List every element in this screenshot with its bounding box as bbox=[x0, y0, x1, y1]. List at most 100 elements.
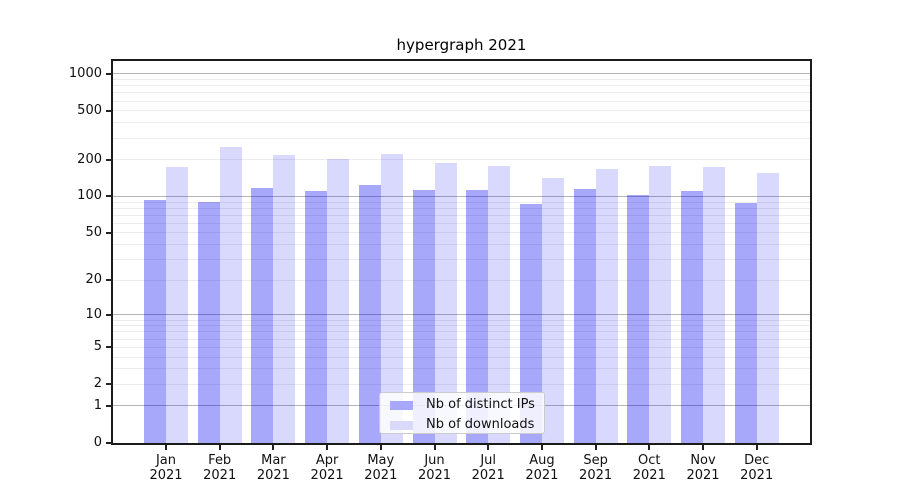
y-tick-mark bbox=[106, 158, 112, 161]
y-tick-label: 2 bbox=[93, 376, 102, 392]
gridline-minor bbox=[113, 325, 810, 327]
bar-distinct-ips-oct bbox=[627, 194, 650, 443]
x-tick-label-dec: Dec 2021 bbox=[740, 453, 774, 483]
gridline-minor bbox=[113, 110, 810, 112]
bar-distinct-ips-dec bbox=[734, 202, 757, 443]
x-tick-mark bbox=[165, 445, 167, 450]
gridline-minor bbox=[113, 331, 810, 333]
gridline-minor bbox=[113, 214, 810, 216]
y-tick-label: 0 bbox=[93, 435, 102, 450]
bar-distinct-ips-apr bbox=[305, 191, 328, 443]
bar-distinct-ips-sep bbox=[573, 189, 596, 443]
gridline-major bbox=[113, 314, 810, 316]
y-tick-mark bbox=[106, 72, 112, 75]
x-tick-label-oct: Oct 2021 bbox=[632, 453, 666, 483]
x-tick-mark bbox=[648, 445, 651, 450]
x-tick-mark bbox=[379, 445, 382, 450]
gridline-minor bbox=[113, 383, 810, 385]
bar-distinct-ips-jun bbox=[412, 189, 435, 443]
chart-title: hypergraph 2021 bbox=[396, 36, 527, 54]
x-tick-label-aug: Aug 2021 bbox=[525, 453, 559, 483]
bar-distinct-ips-jan bbox=[144, 199, 166, 443]
x-tick-label-may: May 2021 bbox=[364, 453, 398, 483]
x-tick-mark bbox=[326, 445, 329, 450]
y-tick-mark bbox=[106, 195, 112, 198]
y-tick-mark bbox=[106, 404, 112, 407]
x-tick-label-jun: Jun 2021 bbox=[417, 453, 452, 483]
y-tick-label: 10 bbox=[85, 306, 102, 322]
gridline-minor bbox=[113, 368, 810, 370]
x-tick-mark bbox=[218, 445, 221, 450]
y-tick-label: 50 bbox=[85, 224, 102, 240]
x-tick-label-sep: Sep 2021 bbox=[579, 453, 613, 483]
bar-downloads-jul bbox=[488, 165, 511, 443]
gridline-minor bbox=[113, 319, 810, 321]
gridline-minor bbox=[113, 92, 810, 94]
bar-downloads-feb bbox=[219, 147, 242, 443]
bar-downloads-jan bbox=[166, 167, 188, 443]
gridline-minor bbox=[113, 79, 810, 81]
y-tick-mark bbox=[106, 279, 112, 282]
y-tick-label: 200 bbox=[77, 151, 102, 167]
x-tick-mark bbox=[594, 445, 597, 450]
x-tick-mark bbox=[433, 445, 436, 450]
gridline-minor bbox=[113, 207, 810, 209]
x-tick-label-mar: Mar 2021 bbox=[256, 453, 290, 483]
legend-swatch-distinct-ips bbox=[390, 401, 413, 410]
legend-swatch-downloads bbox=[390, 421, 413, 430]
x-tick-label-jul: Jul 2021 bbox=[471, 453, 505, 483]
bar-downloads-mar bbox=[273, 154, 296, 443]
gridline-minor bbox=[113, 279, 810, 281]
y-tick-mark bbox=[106, 383, 112, 386]
bar-distinct-ips-mar bbox=[251, 187, 274, 443]
y-tick-mark bbox=[106, 313, 112, 316]
gridline-minor bbox=[113, 338, 810, 340]
bar-downloads-oct bbox=[649, 166, 672, 443]
gridline-minor bbox=[113, 201, 810, 203]
y-tick-label: 20 bbox=[85, 272, 102, 288]
x-tick-label-jan: Jan 2021 bbox=[149, 453, 183, 483]
bar-downloads-dec bbox=[756, 173, 779, 443]
bar-distinct-ips-nov bbox=[681, 191, 703, 443]
gridline-minor bbox=[113, 356, 810, 358]
x-tick-mark bbox=[540, 445, 543, 450]
bar-downloads-jun bbox=[434, 162, 457, 443]
gridline-minor bbox=[113, 244, 810, 246]
bar-distinct-ips-aug bbox=[519, 204, 542, 443]
gridline-major bbox=[113, 195, 810, 197]
y-tick-label: 100 bbox=[77, 188, 102, 204]
y-tick-mark bbox=[106, 231, 112, 234]
y-tick-mark bbox=[106, 442, 112, 444]
bar-downloads-sep bbox=[595, 168, 618, 443]
y-tick-label: 1 bbox=[93, 397, 102, 413]
gridline-minor bbox=[113, 232, 810, 234]
plot-area: Nb of distinct IPs Nb of downloads bbox=[111, 59, 812, 445]
gridline-minor bbox=[113, 122, 810, 124]
legend-label-distinct-ips: Nb of distinct IPs bbox=[426, 397, 535, 412]
x-tick-label-apr: Apr 2021 bbox=[310, 453, 344, 483]
y-tick-label: 5 bbox=[93, 339, 102, 355]
gridline-major bbox=[113, 73, 810, 75]
gridline-minor bbox=[113, 137, 810, 139]
bar-distinct-ips-jul bbox=[466, 190, 489, 443]
gridline-minor bbox=[113, 222, 810, 224]
x-tick-label-nov: Nov 2021 bbox=[686, 453, 720, 483]
x-tick-mark bbox=[272, 445, 275, 450]
gridline-minor bbox=[113, 159, 810, 161]
gridline-minor bbox=[113, 346, 810, 348]
y-tick-label: 1000 bbox=[68, 65, 102, 81]
y-tick-mark bbox=[106, 346, 112, 349]
x-tick-mark bbox=[487, 445, 490, 450]
bar-distinct-ips-feb bbox=[197, 202, 220, 443]
x-tick-mark bbox=[702, 445, 704, 450]
bar-distinct-ips-may bbox=[358, 185, 381, 443]
gridline-minor bbox=[113, 259, 810, 261]
legend: Nb of distinct IPs Nb of downloads bbox=[379, 392, 545, 434]
x-tick-label-feb: Feb 2021 bbox=[203, 453, 237, 483]
y-tick-mark bbox=[106, 109, 112, 112]
gridline-minor bbox=[113, 100, 810, 102]
legend-label-downloads: Nb of downloads bbox=[426, 417, 535, 432]
bar-downloads-aug bbox=[541, 177, 564, 443]
y-tick-label: 500 bbox=[77, 102, 102, 118]
